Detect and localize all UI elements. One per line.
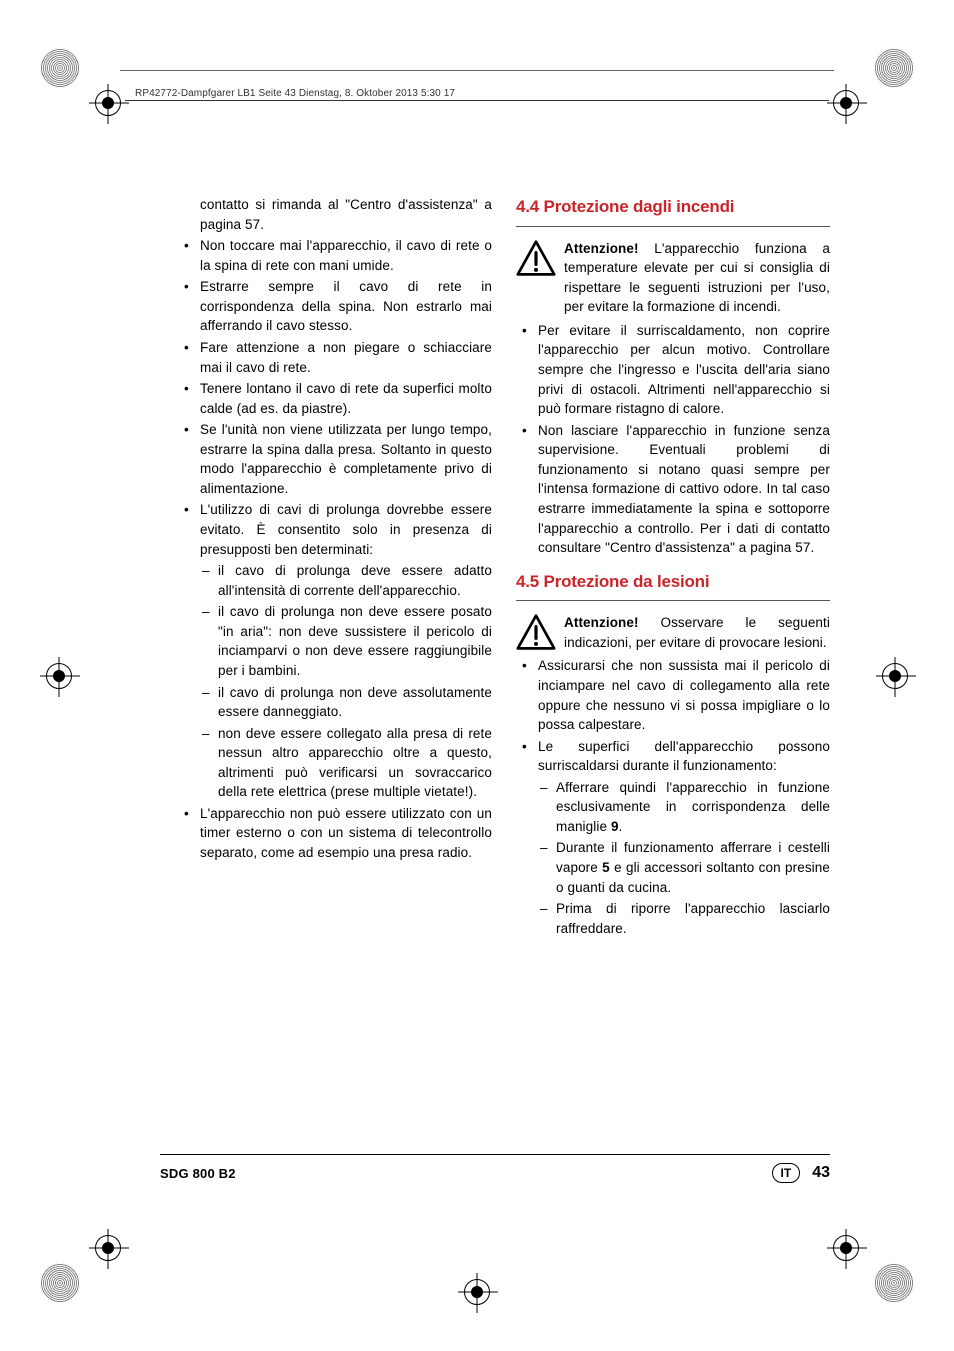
registration-mark <box>882 663 908 689</box>
list-item: Assicurarsi che non sussista mai il peri… <box>516 656 830 734</box>
list-item: il cavo di prolunga deve essere adatto a… <box>200 561 492 600</box>
warning-bold: Attenzione! <box>564 615 639 630</box>
list-item: il cavo di prolunga non deve essere posa… <box>200 602 492 680</box>
ref-number: 5 <box>602 860 610 875</box>
list-item: L'utilizzo di cavi di prolunga dovrebbe … <box>178 500 492 559</box>
header-rule <box>125 100 829 101</box>
list-item: Per evitare il surriscaldamento, non cop… <box>516 321 830 419</box>
list-item: Prima di riporre l'apparecchio lasciarlo… <box>538 899 830 938</box>
page-number-wrap: IT 43 <box>772 1163 830 1183</box>
page-footer: SDG 800 B2 IT 43 <box>160 1154 830 1183</box>
list-item: Fare attenzione a non piegare o schiacci… <box>178 338 492 377</box>
registration-mark <box>95 90 121 116</box>
bullet-list: L'apparecchio non può essere utilizzato … <box>178 804 492 863</box>
warning-text: Attenzione! L'apparecchio funziona a tem… <box>564 239 830 317</box>
registration-mark <box>833 1235 859 1261</box>
list-item: L'apparecchio non può essere utilizzato … <box>178 804 492 863</box>
printer-mark-corner <box>874 1263 914 1303</box>
list-item: Non lasciare l'apparecchio in funzione s… <box>516 421 830 558</box>
crop-line <box>120 70 834 71</box>
ref-number: 9 <box>611 819 619 834</box>
warning-text: Attenzione! Osservare le seguenti indica… <box>564 613 830 652</box>
bullet-list: Per evitare il surriscaldamento, non cop… <box>516 321 830 558</box>
warning-bold: Attenzione! <box>564 241 639 256</box>
list-item: Estrarre sempre il cavo di rete in corri… <box>178 277 492 336</box>
framemaker-header: RP42772-Dampfgarer LB1 Seite 43 Dienstag… <box>135 88 455 99</box>
page-number: 43 <box>812 1164 830 1182</box>
right-column: 4.4 Protezione dagli incendi Attenzione!… <box>516 195 830 1141</box>
intro-paragraph: contatto si rimanda al "Centro d'assiste… <box>200 195 492 234</box>
list-item: il cavo di prolunga non deve assolutamen… <box>200 683 492 722</box>
registration-mark <box>833 90 859 116</box>
list-item: Afferrare quindi l'apparecchio in funzio… <box>538 778 830 837</box>
registration-mark <box>464 1279 490 1305</box>
left-column: contatto si rimanda al "Centro d'assiste… <box>178 195 492 1141</box>
section-rule <box>516 600 830 601</box>
registration-mark <box>46 663 72 689</box>
bullet-list: Non toccare mai l'apparecchio, il cavo d… <box>178 236 492 559</box>
dash-list: il cavo di prolunga deve essere adatto a… <box>178 561 492 802</box>
section-heading: 4.4 Protezione dagli incendi <box>516 195 830 220</box>
text-run: Afferrare quindi l'apparecchio in funzio… <box>556 780 830 834</box>
printer-mark-corner <box>40 48 80 88</box>
warning-triangle-icon <box>516 239 556 277</box>
list-item: Non toccare mai l'apparecchio, il cavo d… <box>178 236 492 275</box>
list-item: Se l'unità non viene utilizzata per lung… <box>178 420 492 498</box>
model-label: SDG 800 B2 <box>160 1166 236 1181</box>
language-badge: IT <box>772 1163 801 1183</box>
page-content: contatto si rimanda al "Centro d'assiste… <box>178 195 830 1141</box>
list-item: Le superfici dell'apparecchio possono su… <box>516 737 830 776</box>
section-rule <box>516 226 830 227</box>
warning-box: Attenzione! Osservare le seguenti indica… <box>516 613 830 652</box>
printer-mark-corner <box>874 48 914 88</box>
list-item: non deve essere collegato alla presa di … <box>200 724 492 802</box>
list-item: Durante il funzionamento afferrare i ces… <box>538 838 830 897</box>
text-run: . <box>619 819 623 834</box>
printer-mark-corner <box>40 1263 80 1303</box>
bullet-list: Assicurarsi che non sussista mai il peri… <box>516 656 830 775</box>
registration-mark <box>95 1235 121 1261</box>
dash-list: Afferrare quindi l'apparecchio in funzio… <box>516 778 830 939</box>
warning-triangle-icon <box>516 613 556 651</box>
section-heading: 4.5 Protezione da lesioni <box>516 570 830 595</box>
warning-box: Attenzione! L'apparecchio funziona a tem… <box>516 239 830 317</box>
list-item: Tenere lontano il cavo di rete da superf… <box>178 379 492 418</box>
